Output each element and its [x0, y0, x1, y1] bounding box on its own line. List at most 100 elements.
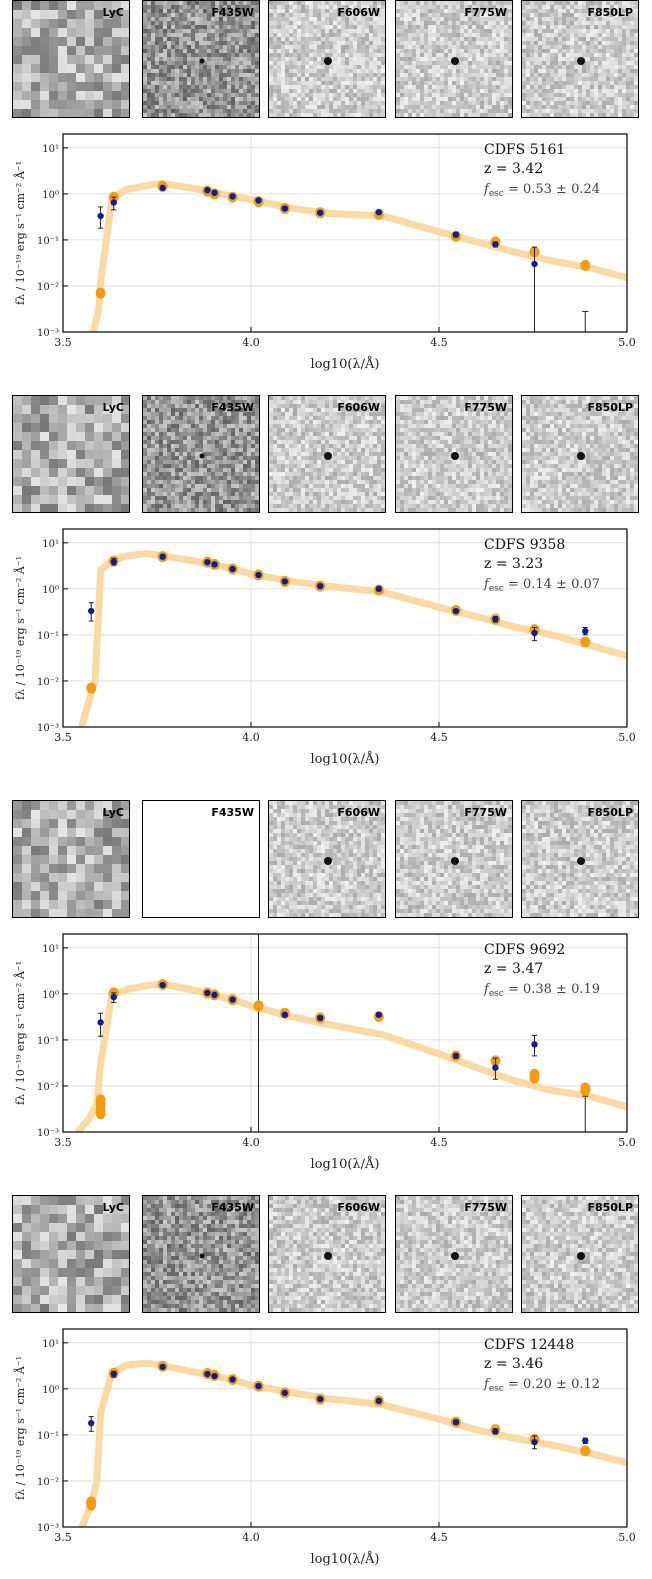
observed-photometry-point [317, 583, 323, 589]
image-stamp: F850LP [521, 1195, 639, 1313]
observed-photometry-point [159, 1364, 165, 1370]
stamp-band-label: F435W [211, 1201, 254, 1214]
stamp-band-label: F435W [211, 401, 254, 414]
observed-photometry-point [582, 1437, 588, 1443]
y-tick-label: 10⁰ [42, 585, 59, 596]
observed-photometry-point [97, 213, 103, 219]
y-tick-label: 10⁻² [37, 1082, 59, 1093]
observed-photometry-point [255, 1383, 261, 1389]
y-tick-label: 10⁻³ [37, 328, 59, 339]
y-tick-label: 10¹ [42, 539, 59, 550]
stamp-band-label: F606W [337, 1201, 380, 1214]
image-stamp: F606W [268, 395, 386, 513]
observed-photometry-point [111, 199, 117, 205]
source-name: CDFS 9358 [484, 537, 565, 553]
model-photometry-point [530, 1069, 540, 1080]
stamp-band-label: F850LP [587, 1201, 633, 1214]
image-stamp: F850LP [521, 800, 639, 918]
stamp-band-label: F606W [337, 806, 380, 819]
image-stamp: LyC [12, 0, 130, 118]
image-stamp: F606W [268, 0, 386, 118]
observed-photometry-point [376, 586, 382, 592]
observed-photometry-point [159, 185, 165, 191]
observed-photometry-point [204, 187, 210, 193]
escape-fraction-label: fesc = 0.14 ± 0.07 [483, 577, 600, 594]
x-tick-label: 4.0 [242, 336, 260, 349]
model-photometry-point [86, 683, 96, 694]
stamp-band-label: LyC [102, 401, 124, 414]
observed-photometry-point [88, 1420, 94, 1426]
stamp-band-label: F606W [337, 401, 380, 414]
observed-photometry-point [211, 561, 217, 567]
y-tick-label: 10⁻¹ [37, 1036, 59, 1047]
stamp-band-label: LyC [102, 1201, 124, 1214]
y-tick-label: 10¹ [42, 144, 59, 155]
image-stamp: F606W [268, 1195, 386, 1313]
stamp-row: LyC F435W F606W F775W F850LP [12, 1195, 632, 1315]
source-name: CDFS 9692 [484, 942, 565, 958]
x-tick-label: 4.5 [430, 1136, 448, 1149]
observed-photometry-point [211, 190, 217, 196]
observed-photometry-point [211, 992, 217, 998]
source-name: CDFS 5161 [484, 142, 565, 158]
image-stamp: F606W [268, 800, 386, 918]
stamp-band-label: F850LP [587, 6, 633, 19]
x-axis-label: log10(λ/Å) [311, 1156, 380, 1172]
y-tick-label: 10⁰ [42, 190, 59, 201]
observed-photometry-point [317, 1015, 323, 1021]
image-stamp: F775W [395, 800, 513, 918]
model-photometry-point [580, 637, 590, 648]
observed-photometry-point [582, 628, 588, 634]
y-axis-label: fλ / 10⁻¹⁹ erg s⁻¹ cm⁻² Å⁻¹ [13, 556, 27, 700]
stamp-band-label: LyC [102, 806, 124, 819]
x-tick-label: 4.5 [430, 1531, 448, 1544]
observed-photometry-point [376, 1398, 382, 1404]
image-stamp: F775W [395, 1195, 513, 1313]
observed-photometry-point [531, 261, 537, 267]
observed-photometry-point [531, 630, 537, 636]
x-tick-label: 4.0 [242, 731, 260, 744]
observed-photometry-point [531, 1041, 537, 1047]
model-photometry-point [96, 288, 106, 299]
stamp-band-label: LyC [102, 6, 124, 19]
observed-photometry-point [317, 209, 323, 215]
image-stamp: F435W [142, 0, 260, 118]
model-photometry-point [580, 260, 590, 271]
x-tick-label: 5.0 [618, 1136, 636, 1149]
observed-photometry-point [111, 994, 117, 1000]
model-photometry-point [96, 1108, 106, 1119]
x-tick-label: 4.0 [242, 1136, 260, 1149]
redshift-label: z = 3.42 [484, 161, 543, 177]
observed-photometry-point [282, 1012, 288, 1018]
model-photometry-point [580, 1083, 590, 1094]
stamp-band-label: F435W [211, 6, 254, 19]
stamp-band-label: F775W [464, 401, 507, 414]
model-photometry-point [254, 1000, 264, 1011]
y-axis-label: fλ / 10⁻¹⁹ erg s⁻¹ cm⁻² Å⁻¹ [13, 1356, 27, 1500]
y-tick-label: 10⁻² [37, 282, 59, 293]
y-tick-label: 10⁻¹ [37, 1431, 59, 1442]
observed-photometry-point [453, 608, 459, 614]
observed-photometry-point [453, 1053, 459, 1059]
x-tick-label: 5.0 [618, 731, 636, 744]
observed-photometry-point [229, 566, 235, 572]
redshift-label: z = 3.47 [484, 961, 543, 977]
observed-photometry-point [159, 553, 165, 559]
image-stamp: LyC [12, 800, 130, 918]
stamp-band-label: F850LP [587, 401, 633, 414]
y-tick-label: 10⁻³ [37, 723, 59, 734]
escape-fraction-label: fesc = 0.53 ± 0.24 [483, 182, 600, 199]
x-tick-label: 5.0 [618, 336, 636, 349]
stamp-band-label: F775W [464, 6, 507, 19]
image-stamp: LyC [12, 1195, 130, 1313]
y-tick-label: 10⁰ [42, 990, 59, 1001]
stamp-row: LyC F435W F606W F775W F850LP [12, 0, 632, 120]
observed-photometry-point [88, 608, 94, 614]
model-spectrum [78, 984, 627, 1132]
stamp-band-label: F435W [211, 806, 254, 819]
observed-photometry-point [211, 1373, 217, 1379]
